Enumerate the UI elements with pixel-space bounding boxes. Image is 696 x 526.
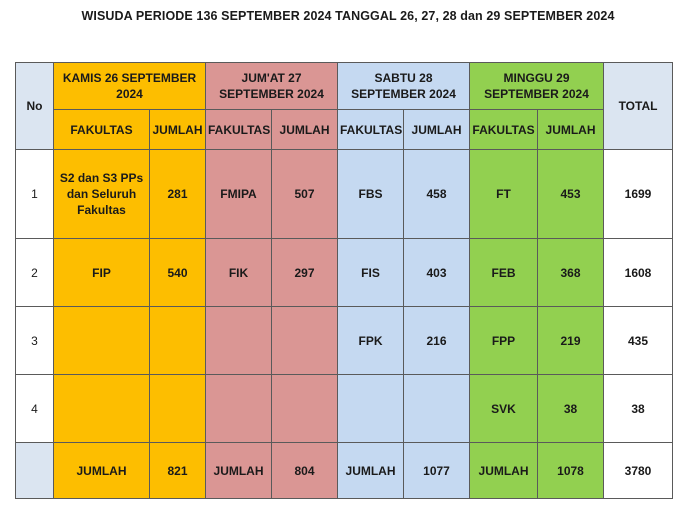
grand-total: 3780: [603, 442, 674, 499]
jumlah-label: JUMLAH: [337, 442, 405, 499]
totals-row: JUMLAH 821 JUMLAH 804 JUMLAH 1077 JUMLAH…: [15, 442, 674, 499]
jumlah-cell: [148, 306, 207, 375]
header-no: No: [15, 62, 54, 150]
fakultas-cell: [53, 374, 150, 443]
fakultas-cell: FIS: [337, 238, 405, 307]
fakultas-cell: [205, 306, 273, 375]
header-total: TOTAL: [603, 62, 674, 150]
table-row: 2 FIP 540 FIK 297 FIS 403 FEB 368 1608: [15, 238, 674, 307]
jumlah-value: 821: [148, 442, 207, 499]
fakultas-cell: SVK: [469, 374, 539, 443]
header-fakultas: FAKULTAS: [469, 109, 539, 150]
fakultas-cell: FIP: [53, 238, 150, 307]
jumlah-cell: [403, 374, 471, 443]
jumlah-cell: 507: [271, 149, 339, 239]
jumlah-value: 1077: [403, 442, 471, 499]
page-title: WISUDA PERIODE 136 SEPTEMBER 2024 TANGGA…: [81, 9, 615, 23]
fakultas-cell: FEB: [469, 238, 539, 307]
jumlah-cell: 219: [537, 306, 605, 375]
totals-row-number: [15, 442, 54, 499]
table-row: 4 SVK 38 38: [15, 374, 674, 443]
jumlah-cell: [148, 374, 207, 443]
fakultas-cell: FT: [469, 149, 539, 239]
row-number: 2: [15, 238, 54, 307]
fakultas-cell: FPK: [337, 306, 405, 375]
header-jumlah: JUMLAH: [537, 109, 605, 150]
header-day-sunday: MINGGU 29 SEPTEMBER 2024: [469, 62, 605, 110]
fakultas-cell: [337, 374, 405, 443]
jumlah-cell: [271, 306, 339, 375]
jumlah-cell: [271, 374, 339, 443]
jumlah-value: 804: [271, 442, 339, 499]
header-fakultas: FAKULTAS: [337, 109, 405, 150]
header-row-columns: FAKULTAS JUMLAH FAKULTAS JUMLAH FAKULTAS…: [16, 109, 673, 150]
fakultas-cell: [205, 374, 273, 443]
header-jumlah: JUMLAH: [271, 109, 339, 150]
jumlah-cell: 453: [537, 149, 605, 239]
jumlah-cell: 297: [271, 238, 339, 307]
header-day-friday: JUM'AT 27 SEPTEMBER 2024: [205, 62, 339, 110]
row-number: 3: [15, 306, 54, 375]
jumlah-cell: 281: [148, 149, 207, 239]
row-number: 1: [15, 149, 54, 239]
jumlah-cell: 368: [537, 238, 605, 307]
row-total: 435: [603, 306, 674, 375]
jumlah-cell: 540: [148, 238, 207, 307]
header-fakultas: FAKULTAS: [205, 109, 273, 150]
jumlah-value: 1078: [537, 442, 605, 499]
header-row-days: No KAMIS 26 SEPTEMBER 2024 JUM'AT 27 SEP…: [15, 62, 674, 150]
row-total: 38: [603, 374, 674, 443]
fakultas-cell: FIK: [205, 238, 273, 307]
fakultas-cell: S2 dan S3 PPs dan Seluruh Fakultas: [53, 149, 150, 239]
table-row: 1 S2 dan S3 PPs dan Seluruh Fakultas 281…: [15, 149, 674, 239]
header-fakultas: FAKULTAS: [53, 109, 150, 150]
header-jumlah: JUMLAH: [403, 109, 471, 150]
row-total: 1699: [603, 149, 674, 239]
table-row: 3 FPK 216 FPP 219 435: [15, 306, 674, 375]
header-day-saturday: SABTU 28 SEPTEMBER 2024: [337, 62, 471, 110]
fakultas-cell: FBS: [337, 149, 405, 239]
row-total: 1608: [603, 238, 674, 307]
header-day-thursday: KAMIS 26 SEPTEMBER 2024: [52, 62, 207, 110]
jumlah-cell: 403: [403, 238, 471, 307]
jumlah-cell: 216: [403, 306, 471, 375]
fakultas-cell: FPP: [469, 306, 539, 375]
jumlah-label: JUMLAH: [53, 442, 150, 499]
jumlah-label: JUMLAH: [205, 442, 273, 499]
fakultas-cell: FMIPA: [205, 149, 273, 239]
header-jumlah: JUMLAH: [148, 109, 207, 150]
jumlah-label: JUMLAH: [469, 442, 539, 499]
jumlah-cell: 458: [403, 149, 471, 239]
fakultas-cell: [53, 306, 150, 375]
row-number: 4: [15, 374, 54, 443]
graduation-schedule-table: No KAMIS 26 SEPTEMBER 2024 JUM'AT 27 SEP…: [15, 62, 674, 499]
jumlah-cell: 38: [537, 374, 605, 443]
